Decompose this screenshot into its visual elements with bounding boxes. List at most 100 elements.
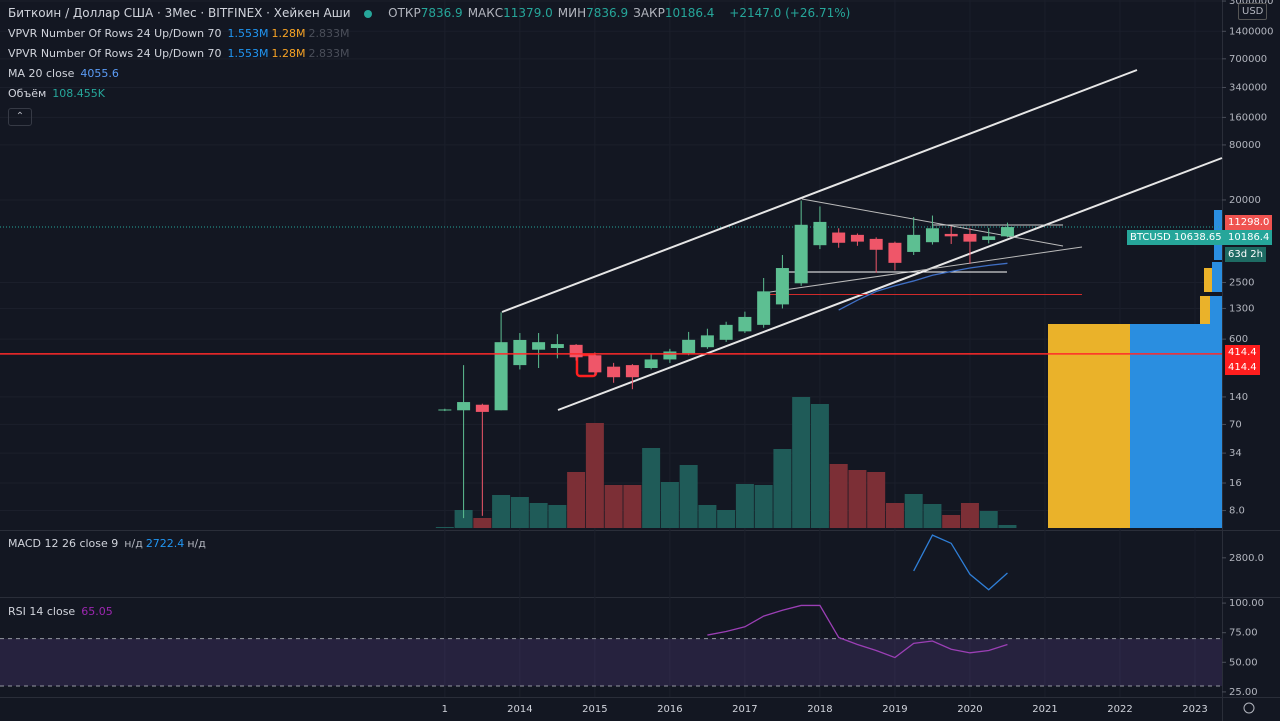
- y-tick-label: 140: [1229, 392, 1248, 403]
- price-badge: 414.4: [1225, 345, 1260, 360]
- y-tick-label: 340000: [1229, 82, 1267, 93]
- volume-bar: [885, 503, 904, 528]
- rsi-band: [0, 638, 1222, 686]
- vpvr-bar: [1210, 296, 1222, 324]
- volume-bar: [473, 518, 492, 528]
- candle-body: [888, 242, 902, 263]
- candle-body: [625, 365, 639, 378]
- volume-bar: [642, 448, 661, 528]
- volume-bar: [660, 482, 679, 528]
- volume-bar: [567, 472, 586, 528]
- ohlc-value: 7836.9: [586, 6, 629, 20]
- y-tick-label: 8.0: [1229, 506, 1245, 517]
- vpvr-bar: [1204, 268, 1212, 292]
- candle-body: [719, 324, 733, 340]
- candle-body: [794, 224, 808, 284]
- ohlc-label: МАКС: [467, 6, 504, 20]
- x-tick-label: 2018: [807, 704, 832, 715]
- candle-body: [607, 366, 621, 378]
- candle-body: [438, 409, 452, 411]
- indicator-legend: MA 20 close 4055.6: [8, 67, 122, 80]
- volume-bar: [979, 511, 998, 528]
- ohlc: ОТКР7836.9 МАКС11379.0 МИН7836.9 ЗАКР10186.…: [388, 6, 719, 20]
- x-tick-label: 2020: [957, 704, 982, 715]
- volume-bar: [454, 510, 473, 528]
- candle-body: [457, 402, 471, 411]
- candle-body: [532, 342, 546, 350]
- volume-bar: [510, 497, 529, 528]
- x-tick-label: 2023: [1182, 704, 1207, 715]
- candle-body: [682, 339, 696, 354]
- volume-bar: [604, 485, 623, 528]
- x-tick-label: 2019: [882, 704, 907, 715]
- grid: [0, 0, 1222, 697]
- y-tick-label: 50.00: [1229, 657, 1258, 668]
- candle-body: [1000, 227, 1014, 237]
- volume-bar: [754, 485, 773, 528]
- indicator-value: 1.553M: [227, 47, 269, 60]
- candle-body: [907, 234, 921, 252]
- change: +2147.0 (+26.71%): [729, 6, 851, 20]
- indicator-legend: Объём 108.455K: [8, 87, 108, 100]
- ohlc-value: 7836.9: [420, 6, 463, 20]
- y-tick-label: 25.00: [1229, 687, 1258, 698]
- vpvr-down: [1130, 324, 1222, 528]
- y-tick-label: 80000: [1229, 140, 1261, 151]
- ohlc-value: 11379.0: [503, 6, 553, 20]
- indicator-value: 2.833M: [308, 27, 350, 40]
- indicator-legend: VPVR Number Of Rows 24 Up/Down 70 1.553M 1…: [8, 47, 353, 60]
- candle-body: [832, 232, 846, 243]
- x-tick-label: 2015: [582, 704, 607, 715]
- ohlc-label: ОТКР: [388, 6, 421, 20]
- candle-body: [869, 238, 883, 250]
- volume-bar: [529, 503, 548, 528]
- y-tick-label: 100.00: [1229, 598, 1264, 609]
- settings-icon[interactable]: [1243, 702, 1255, 714]
- candle-body: [550, 344, 564, 349]
- volume-bar: [792, 397, 811, 528]
- candle-body: [588, 355, 602, 373]
- x-tick-label: 2014: [507, 704, 532, 715]
- price-badge: 10186.4: [1225, 230, 1273, 245]
- price-badge: 63d 2h: [1225, 247, 1266, 262]
- ma-line: [838, 262, 1008, 311]
- y-tick-label: 2500: [1229, 277, 1254, 288]
- volume-bar: [623, 485, 642, 528]
- volume-bar: [492, 495, 511, 528]
- price-badge: 11298.0: [1225, 215, 1273, 230]
- x-tick-label: 2021: [1032, 704, 1057, 715]
- vpvr-bar: [1212, 262, 1222, 292]
- volume-bar: [829, 464, 848, 528]
- candle-body: [813, 221, 827, 246]
- collapse-button[interactable]: ⌃: [8, 108, 32, 126]
- candle-body: [569, 344, 583, 358]
- pane-name: RSI 14 close: [8, 605, 76, 618]
- y-tick-label: 1300: [1229, 303, 1254, 314]
- ohlc-value: 10186.4: [664, 6, 715, 20]
- volume-bar: [773, 449, 792, 528]
- candle-body: [738, 316, 752, 332]
- price-badge: BTCUSD 10638.65: [1127, 230, 1225, 245]
- pane-legend: MACD 12 26 close 9 н/д 2722.4 н/д: [8, 537, 209, 550]
- volume-bar: [904, 494, 923, 528]
- currency[interactable]: USD: [1238, 3, 1268, 20]
- trend-line: [501, 69, 1138, 313]
- indicator-value: 1.28M: [271, 47, 306, 60]
- candle-body: [700, 335, 714, 348]
- y-tick-label: 70: [1229, 419, 1242, 430]
- indicator-value: 1.28M: [271, 27, 306, 40]
- indicator-line: [707, 604, 1008, 659]
- vpvr-up: [1048, 324, 1130, 528]
- indicator-name: VPVR Number Of Rows 24 Up/Down 70: [8, 47, 222, 60]
- x-tick-label: 2017: [732, 704, 757, 715]
- pane-value: н/д: [187, 537, 206, 550]
- volume-bar: [548, 505, 567, 528]
- indicator-value: 4055.6: [80, 67, 119, 80]
- y-tick-label: 75.00: [1229, 628, 1258, 639]
- candle-body: [475, 404, 489, 412]
- pane-legend: RSI 14 close 65.05: [8, 605, 116, 618]
- pane-value: н/д: [124, 537, 143, 550]
- y-tick-label: 20000: [1229, 195, 1261, 206]
